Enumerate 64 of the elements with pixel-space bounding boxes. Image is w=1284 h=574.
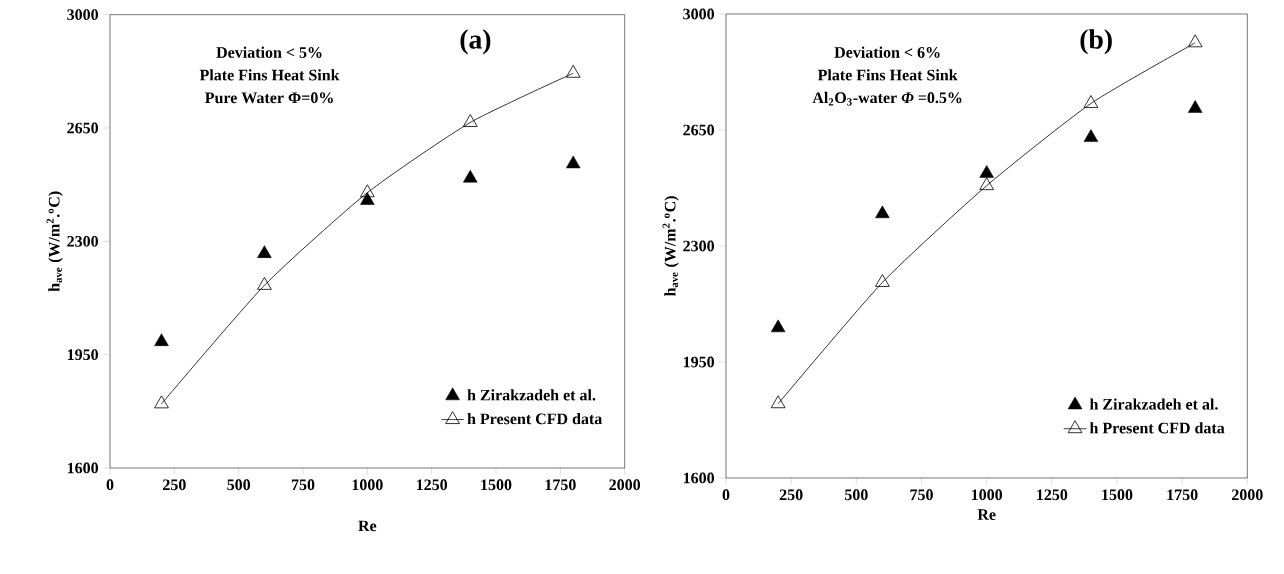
x-tick-label: 1500 (1102, 489, 1133, 501)
point (360, 192, 375, 205)
y-tick-label: 2300 (67, 235, 99, 247)
x-tick-label: 500 (227, 479, 251, 491)
y-tick-label: 3000 (67, 9, 99, 21)
y-tick-label: 1950 (683, 356, 715, 368)
point (565, 64, 581, 78)
x-tick-label: 2000 (1232, 489, 1263, 501)
y-tick-label: 1600 (67, 462, 99, 474)
x-tick-label: 250 (779, 489, 803, 501)
point (979, 177, 994, 191)
point (770, 395, 786, 409)
legend-label: h Zirakzadeh et al. (1089, 398, 1218, 410)
x-tick-label: 500 (844, 489, 868, 501)
legend-label: h Present CFD data (1089, 422, 1225, 434)
annotation: Plate Fins Heat Sink (817, 69, 958, 81)
x-tick-label: 750 (910, 489, 933, 501)
y-tick-label: 1950 (67, 349, 99, 361)
point (257, 276, 272, 290)
x-tick-label: 2000 (609, 479, 641, 491)
x-tick-label: 0 (722, 489, 730, 501)
point (566, 155, 581, 169)
point (154, 333, 169, 346)
point (1083, 95, 1099, 108)
y-tick-label: 2300 (683, 240, 715, 252)
legend-label: h Present CFD data (467, 413, 603, 425)
point (875, 205, 890, 219)
y-tick-label: 3000 (683, 8, 715, 20)
y-tick-label: 2650 (683, 124, 715, 136)
point (462, 114, 478, 127)
annotation: Deviation < 6% (834, 46, 940, 58)
y-tick-label: 2650 (67, 122, 99, 134)
x-tick-label: 1750 (545, 479, 576, 491)
x-axis-title: Re (358, 520, 377, 532)
legend-label: h Zirakzadeh et al. (467, 389, 596, 401)
x-tick-label: 1000 (971, 489, 1003, 501)
point (875, 274, 890, 287)
x-tick-label: 250 (163, 479, 186, 491)
y-axis-title: h$_{ave}$ (W/m$^{2}$.$^{o}$C) (662, 196, 679, 297)
x-tick-label: 1000 (352, 479, 383, 491)
point (1083, 129, 1099, 142)
point (770, 319, 786, 333)
point (1188, 100, 1203, 113)
point (360, 184, 375, 198)
y-axis-title: h$_{ave}$ (W/m$^{2}$.$^{o}$C) (46, 191, 63, 292)
x-tick-label: 0 (106, 479, 114, 491)
annotation: (b) (1080, 29, 1112, 55)
point (1187, 34, 1203, 48)
annotation: Plate Fins Heat Sink (199, 69, 340, 81)
x-tick-label: 1250 (416, 479, 448, 491)
point (979, 165, 994, 178)
annotation: (a) (460, 29, 491, 55)
annotation: Al$_{2}$O$_{3}$-water Φ =0.5% (812, 91, 962, 106)
point (463, 169, 478, 183)
y-tick-label: 1600 (683, 472, 715, 484)
x-tick-label: 1250 (1037, 489, 1068, 501)
annotation: Pure Water Φ=0% (205, 92, 333, 104)
annotation: Deviation < 5% (216, 46, 322, 58)
x-axis-title: Re (977, 509, 996, 520)
x-tick-label: 750 (291, 479, 315, 491)
point (257, 245, 272, 258)
point (154, 395, 169, 409)
x-tick-label: 1750 (1167, 489, 1198, 501)
x-tick-label: 1500 (481, 479, 512, 491)
